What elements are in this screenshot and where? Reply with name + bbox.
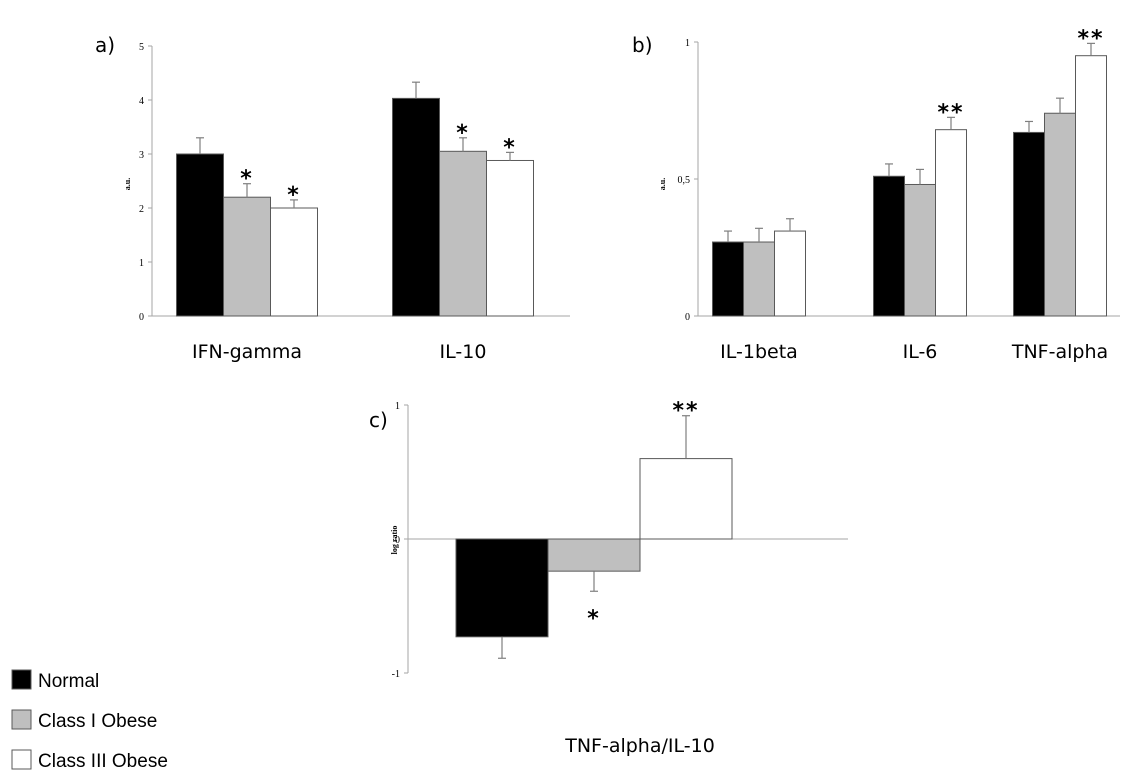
- y-tick-label: 1: [395, 401, 400, 412]
- bar: [392, 97, 440, 317]
- y-tick-label: 4: [139, 96, 144, 107]
- y-tick-label: 0,5: [678, 175, 691, 186]
- significance-marker: **: [672, 399, 699, 424]
- bar: [176, 153, 224, 317]
- y-axis-label: log ratio: [390, 526, 399, 555]
- category-label: TNF-alpha: [1011, 341, 1108, 363]
- bar: [547, 538, 641, 572]
- panel-label: b): [632, 33, 653, 57]
- y-tick-label: 0: [139, 312, 144, 323]
- legend-label: Class III Obese: [38, 751, 168, 772]
- category-label: IL-1beta: [720, 341, 798, 363]
- legend-swatch: [11, 669, 32, 690]
- significance-marker: *: [456, 121, 470, 146]
- bar: [712, 241, 744, 317]
- y-tick-label: 5: [139, 42, 144, 53]
- category-label: IL-10: [440, 341, 487, 363]
- y-tick-label: 0: [395, 535, 400, 546]
- y-tick-label: 1: [139, 258, 144, 269]
- category-label: TNF-alpha/IL-10: [564, 735, 715, 757]
- bar: [1013, 131, 1045, 317]
- y-axis-label: a.u.: [658, 178, 667, 190]
- y-axis-label: a.u.: [123, 178, 132, 190]
- legend-swatch: [11, 749, 32, 770]
- bar: [904, 183, 936, 317]
- y-tick-label: 1: [685, 38, 690, 49]
- y-tick-label: 3: [139, 150, 144, 161]
- bar: [439, 150, 487, 317]
- bar: [270, 207, 318, 317]
- significance-marker: **: [937, 100, 964, 125]
- category-label: IFN-gamma: [192, 341, 302, 363]
- bar: [455, 538, 549, 638]
- panel-label: c): [369, 408, 388, 432]
- bar: [1044, 112, 1076, 317]
- bar: [873, 175, 905, 317]
- bar: [223, 196, 271, 317]
- y-tick-label: 2: [139, 204, 144, 215]
- bar: [935, 129, 967, 317]
- significance-marker: *: [287, 183, 301, 208]
- significance-marker: *: [503, 135, 517, 160]
- bar: [639, 458, 733, 540]
- bar: [774, 230, 806, 317]
- significance-marker: *: [587, 606, 601, 631]
- legend-label: Class I Obese: [38, 711, 157, 732]
- legend-label: Normal: [38, 671, 99, 692]
- bar: [743, 241, 775, 317]
- y-tick-label: -1: [392, 669, 400, 680]
- significance-marker: **: [1077, 26, 1104, 51]
- significance-marker: *: [240, 167, 254, 192]
- bar: [486, 159, 534, 317]
- category-label: IL-6: [903, 341, 938, 363]
- y-tick-label: 0: [685, 312, 690, 323]
- bar: [1075, 55, 1107, 317]
- legend-swatch: [11, 709, 32, 730]
- panel-label: a): [95, 33, 115, 57]
